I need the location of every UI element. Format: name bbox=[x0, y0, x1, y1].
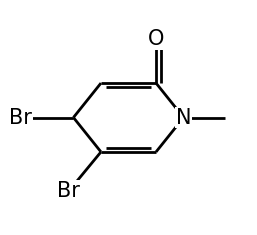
Text: O: O bbox=[148, 29, 164, 50]
Text: Br: Br bbox=[9, 107, 32, 128]
Text: N: N bbox=[176, 107, 191, 128]
Text: Br: Br bbox=[57, 181, 80, 201]
